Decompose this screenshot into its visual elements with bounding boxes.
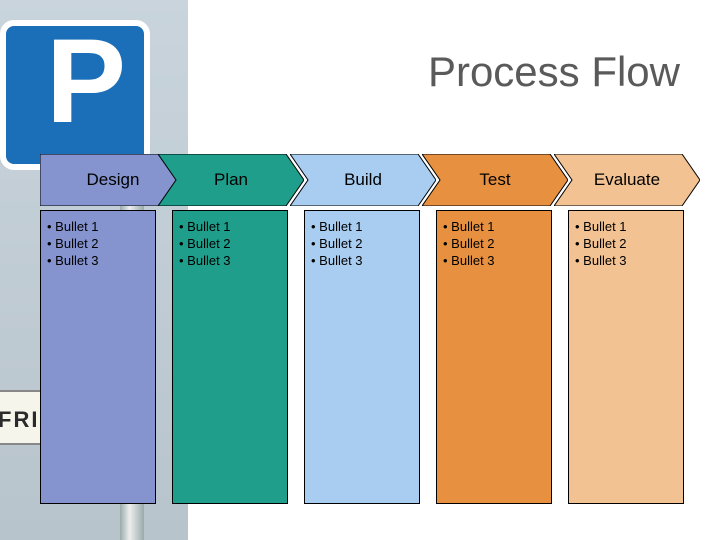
bullet-item: Bullet 3 [179, 253, 281, 268]
chevron-test: Test [422, 154, 568, 206]
chevron-evaluate: Evaluate [554, 154, 700, 206]
bullet-item: Bullet 1 [575, 219, 677, 234]
column-design: Bullet 1 Bullet 2 Bullet 3 [40, 210, 156, 504]
bullet-item: Bullet 2 [443, 236, 545, 251]
bullet-list: Bullet 1 Bullet 2 Bullet 3 [179, 219, 281, 268]
parking-sign [0, 20, 150, 170]
bullet-item: Bullet 2 [47, 236, 149, 251]
bullet-item: Bullet 2 [575, 236, 677, 251]
bullet-item: Bullet 1 [443, 219, 545, 234]
column-build: Bullet 1 Bullet 2 Bullet 3 [304, 210, 420, 504]
chevron-plan: Plan [158, 154, 304, 206]
bullet-item: Bullet 1 [311, 219, 413, 234]
bullet-item: Bullet 3 [311, 253, 413, 268]
column-test: Bullet 1 Bullet 2 Bullet 3 [436, 210, 552, 504]
bullet-item: Bullet 2 [311, 236, 413, 251]
bullet-list: Bullet 1 Bullet 2 Bullet 3 [443, 219, 545, 268]
bullet-list: Bullet 1 Bullet 2 Bullet 3 [47, 219, 149, 268]
bullet-item: Bullet 3 [47, 253, 149, 268]
page-title: Process Flow [428, 48, 680, 96]
chevron-build: Build [290, 154, 436, 206]
bullet-item: Bullet 1 [47, 219, 149, 234]
column-plan: Bullet 1 Bullet 2 Bullet 3 [172, 210, 288, 504]
step-design: DesignBullet 1Bullet 2Bullet 3 [40, 154, 172, 504]
step-test: TestBullet 1Bullet 2Bullet 3 [436, 154, 568, 504]
bullet-item: Bullet 3 [575, 253, 677, 268]
step-plan: PlanBullet 1Bullet 2Bullet 3 [172, 154, 304, 504]
bullet-item: Bullet 3 [443, 253, 545, 268]
process-flow: DesignBullet 1Bullet 2Bullet 3PlanBullet… [40, 154, 700, 504]
bullet-item: Bullet 1 [179, 219, 281, 234]
step-evaluate: EvaluateBullet 1Bullet 2Bullet 3 [568, 154, 700, 504]
step-build: BuildBullet 1Bullet 2Bullet 3 [304, 154, 436, 504]
bullet-item: Bullet 2 [179, 236, 281, 251]
column-evaluate: Bullet 1 Bullet 2 Bullet 3 [568, 210, 684, 504]
bullet-list: Bullet 1 Bullet 2 Bullet 3 [311, 219, 413, 268]
bullet-list: Bullet 1 Bullet 2 Bullet 3 [575, 219, 677, 268]
